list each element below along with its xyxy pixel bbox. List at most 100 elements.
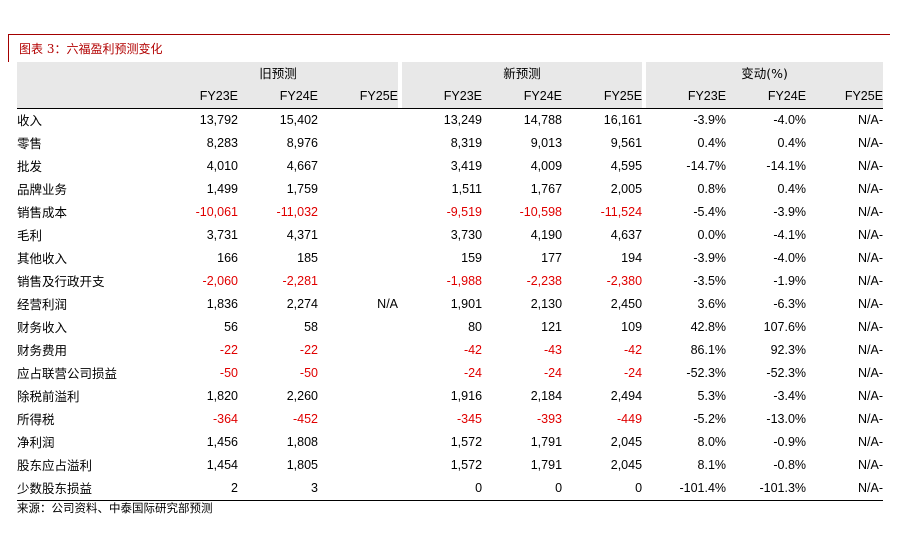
table-cell: -364	[212, 412, 238, 426]
table-cell: -50	[299, 366, 318, 380]
table-cell: 2,260	[286, 389, 318, 403]
group-gap	[398, 477, 403, 501]
table-cell: 1,572	[450, 435, 483, 449]
table-cell: 1,901	[450, 297, 483, 311]
table-cell: 13,792	[199, 113, 238, 127]
table-row: 财务费用 -22 -22 -42 -43 -42 86.1% 92.3% N/A-	[17, 339, 883, 362]
table-cell: 2,274	[286, 297, 318, 311]
col-header: FY24E	[238, 85, 318, 109]
year-header-row: FY23E FY24E FY25E FY23E FY24E FY25E FY23…	[17, 85, 884, 109]
row-label: 毛利	[17, 228, 43, 243]
table-cell: 3,419	[450, 159, 483, 173]
table-cell: -4.0%	[773, 113, 807, 127]
table-cell	[318, 385, 398, 408]
table-cell: N/A-	[806, 477, 884, 501]
table-cell: 4,595	[610, 159, 643, 173]
table-cell: N/A-	[858, 343, 884, 357]
table-cell: 1,820	[206, 389, 238, 403]
table-row: 财务收入 56 58 80 121 109 42.8% 107.6% N/A-	[17, 316, 883, 339]
table-cell: 1,454	[206, 458, 238, 472]
table-cell: 8,283	[206, 136, 238, 150]
table-cell: 3	[238, 477, 318, 501]
table-cell: 8.1%	[697, 458, 727, 472]
table-cell: 92.3%	[770, 343, 807, 357]
table-cell: 8.0%	[697, 435, 727, 449]
table-cell: 3.6%	[697, 297, 727, 311]
table-cell: -22	[219, 343, 238, 357]
row-label: 应占联营公司损益	[17, 366, 118, 381]
table-cell	[318, 408, 398, 431]
row-label: 财务收入	[17, 320, 68, 335]
table-cell: 2,450	[610, 297, 643, 311]
table-cell: N/A-	[858, 366, 884, 380]
col-header: FY25E	[318, 85, 399, 109]
table-row: 净利润 1,456 1,808 1,572 1,791 2,045 8.0% -0.9% N/A…	[17, 431, 883, 454]
table-cell: -14.1%	[766, 159, 807, 173]
table-cell: -101.4%	[646, 477, 727, 501]
table-cell	[318, 431, 398, 454]
table-cell	[318, 178, 398, 201]
table-cell: N/A-	[858, 320, 884, 334]
row-label: 销售成本	[17, 205, 68, 220]
table-cell: 2,045	[610, 458, 643, 472]
row-label: 经营利润	[17, 297, 68, 312]
table-cell: 1,767	[530, 182, 563, 196]
table-cell: 4,371	[286, 228, 318, 242]
table-cell: -10,598	[519, 205, 563, 219]
table-cell: N/A-	[858, 274, 884, 288]
table-cell: 5.3%	[697, 389, 727, 403]
table-cell	[318, 155, 398, 178]
table-cell: 0.4%	[777, 136, 807, 150]
table-cell: 9,013	[530, 136, 563, 150]
table-cell: N/A-	[858, 435, 884, 449]
row-label: 股东应占溢利	[17, 458, 93, 473]
table-cell: N/A-	[858, 251, 884, 265]
group-gap	[642, 85, 647, 109]
table-cell	[318, 477, 399, 501]
table-cell: -345	[456, 412, 483, 426]
table-cell: 3,730	[450, 228, 483, 242]
table-cell: 80	[468, 320, 483, 334]
table-row: 销售成本 -10,061 -11,032 -9,519 -10,598 -11,524 -5…	[17, 201, 883, 224]
table-cell: 2	[158, 477, 238, 501]
table-cell: N/A-	[858, 297, 884, 311]
table-cell	[318, 109, 398, 133]
table-cell: -3.9%	[773, 205, 807, 219]
table-cell	[318, 224, 398, 247]
table-cell: 42.8%	[690, 320, 727, 334]
table-cell: N/A-	[858, 182, 884, 196]
table-cell: 1,836	[206, 297, 238, 311]
table-cell: 4,010	[206, 159, 238, 173]
table-row: 经营利润 1,836 2,274 N/A 1,901 2,130 2,450 3.6% -6.3…	[17, 293, 883, 316]
table-cell: -14.7%	[686, 159, 727, 173]
figure-caption: 图表 3：六福盈利预测变化	[19, 42, 163, 56]
table-cell: 166	[217, 251, 238, 265]
table-cell: 177	[541, 251, 563, 265]
group-gap	[642, 477, 647, 501]
table-cell: N/A-	[858, 458, 884, 472]
table-cell: -52.3%	[686, 366, 727, 380]
table-cell: -43	[543, 343, 563, 357]
table-cell: 2,045	[610, 435, 643, 449]
group-header-row: 旧预测 新预测 变动(%)	[17, 62, 884, 85]
figure-caption-box: 图表 3：六福盈利预测变化	[8, 34, 890, 62]
table-cell: -42	[463, 343, 483, 357]
table-cell: 1,572	[450, 458, 483, 472]
table-cell: 0.0%	[697, 228, 727, 242]
table-cell: -449	[617, 412, 643, 426]
table-cell: -2,281	[282, 274, 318, 288]
table-cell: 2,494	[610, 389, 643, 403]
table-row: 除税前溢利 1,820 2,260 1,916 2,184 2,494 5.3% -3.4% N…	[17, 385, 883, 408]
table-row: 销售及行政开支 -2,060 -2,281 -1,988 -2,238 -2,380 -3.…	[17, 270, 883, 293]
col-header: FY23E	[158, 85, 238, 109]
table-cell: 0	[482, 477, 563, 501]
row-label: 财务费用	[17, 343, 68, 358]
table-cell: 159	[461, 251, 483, 265]
table-cell: 86.1%	[690, 343, 727, 357]
table-row: 股东应占溢利 1,454 1,805 1,572 1,791 2,045 8.1% -0.8%…	[17, 454, 883, 477]
row-label: 净利润	[17, 435, 55, 450]
table-cell: -2,380	[606, 274, 643, 288]
table-cell: -3.4%	[773, 389, 807, 403]
row-label: 所得税	[17, 412, 55, 427]
table-cell	[318, 316, 398, 339]
